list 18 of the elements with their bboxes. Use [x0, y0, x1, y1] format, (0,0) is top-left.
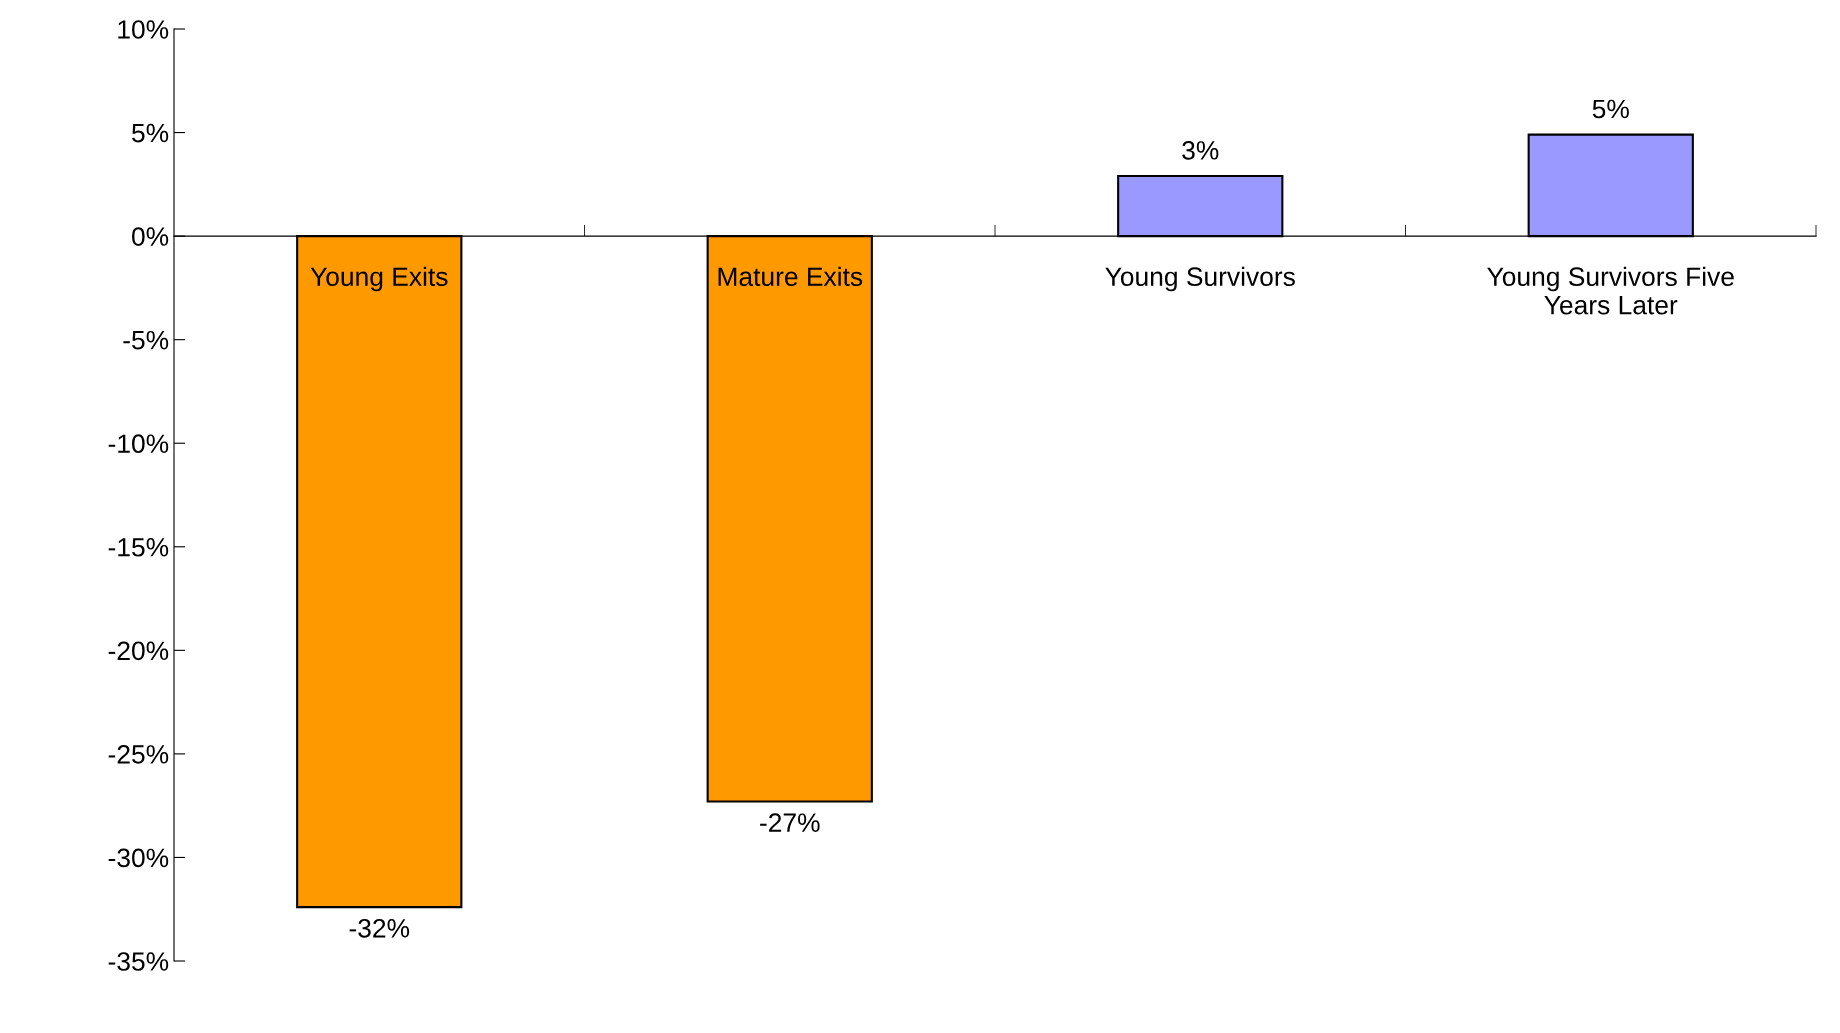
x-tick-label: Young Survivors Five Years Later	[1487, 266, 1734, 315]
x-tick-label: Young Survivors	[1105, 266, 1295, 292]
y-tick-label: -35%	[108, 952, 169, 971]
y-tick-label: 0%	[132, 227, 169, 246]
data-label: 5%	[1592, 99, 1629, 119]
y-tick-label: 10%	[118, 20, 169, 39]
y-tick-label: -30%	[108, 848, 169, 868]
y-tick-label: -5%	[123, 330, 169, 350]
x-tick-label: Young Exits	[310, 266, 448, 292]
y-tick-label: -15%	[108, 538, 169, 557]
x-tick-label: Mature Exits	[718, 266, 863, 287]
y-tick-label: -25%	[108, 745, 169, 764]
data-label: -32%	[349, 918, 410, 938]
y-tick-label: -20%	[108, 641, 169, 661]
data-label: -27%	[760, 813, 820, 832]
y-tick-label: 5%	[132, 123, 169, 143]
data-label: 3%	[1182, 141, 1219, 160]
y-tick-label: -10%	[108, 434, 169, 454]
